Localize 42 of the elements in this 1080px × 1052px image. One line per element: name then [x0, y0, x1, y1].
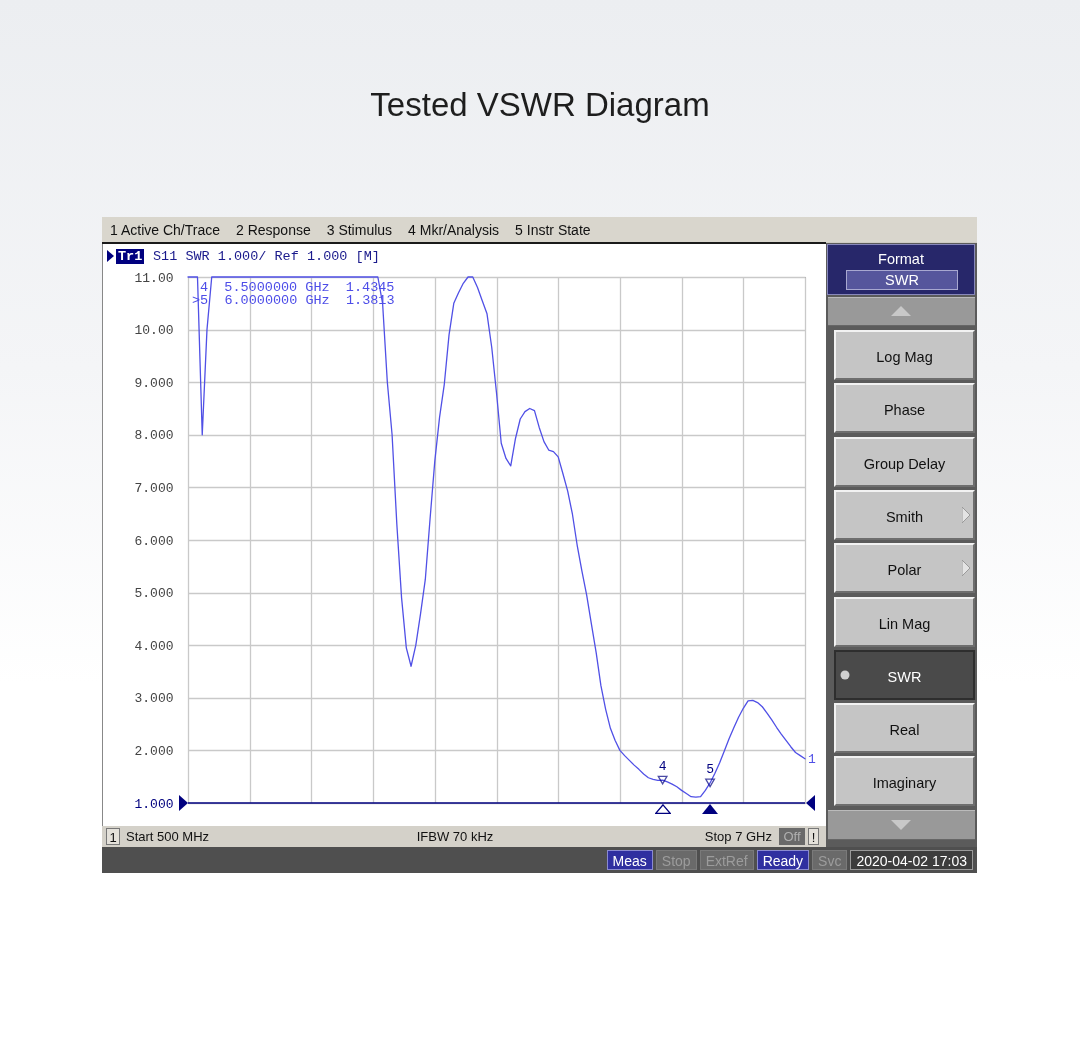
text: Group Delay [834, 437, 975, 487]
text: Phase [834, 383, 975, 433]
text: SWR [846, 270, 958, 290]
text: 2020-04-02 17:03 [850, 850, 973, 870]
text: Real [834, 703, 975, 753]
y-tick-label: 7.000 [134, 480, 174, 496]
text: Ready [756, 850, 810, 870]
y-tick-label: 8.000 [134, 428, 174, 444]
text: SWR [834, 650, 975, 700]
y-tick-label: 2.000 [134, 743, 174, 759]
text: ! [808, 828, 819, 845]
text: 1 Active Ch/Trace [110, 221, 220, 238]
text: Smith [834, 490, 975, 540]
text: Stop 7 GHz [703, 828, 772, 845]
text: 4 Mkr/Analysis [408, 221, 500, 238]
text: 2 Response [235, 221, 311, 238]
text: Imaginary [834, 756, 975, 806]
y-tick-label: 9.000 [134, 375, 174, 391]
text: 1 [106, 828, 120, 845]
y-tick-label: 11.00 [134, 270, 174, 286]
y-tick-label: 6.000 [134, 533, 174, 549]
text: IFBW 70 kHz [415, 828, 495, 845]
text: S11 SWR 1.000/ Ref 1.000 [M] [153, 249, 380, 264]
text: Meas [606, 850, 653, 870]
text: Off [779, 828, 805, 845]
y-tick-label: 3.000 [134, 691, 174, 707]
text: Polar [834, 543, 975, 593]
text: Tr1 [116, 249, 145, 264]
y-tick-label: 5.000 [134, 586, 174, 602]
y-tick-label: 10.00 [134, 323, 174, 339]
text: Format [877, 250, 925, 268]
text: Log Mag [834, 330, 975, 380]
series-label: 1 [808, 751, 816, 767]
y-tick-label: 4.000 [134, 638, 174, 654]
series-label: 5 [706, 761, 714, 777]
y-tick-label: 1.000 [134, 796, 174, 812]
text: 5 Instr State [515, 221, 591, 238]
chart-title: Tested VSWR Diagram [369, 85, 711, 125]
text: 3 Stimulus [326, 221, 393, 238]
series-label: 4 [658, 759, 667, 775]
text: Lin Mag [834, 597, 975, 647]
text: Start 500 MHz [126, 828, 210, 845]
